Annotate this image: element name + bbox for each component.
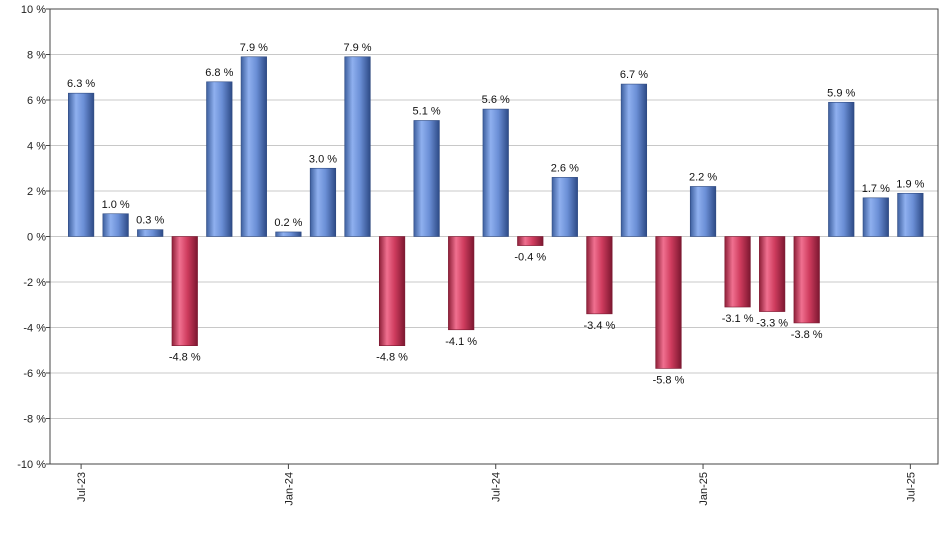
y-tick-label: -4 % (23, 323, 46, 335)
data-label: -4.1 % (445, 336, 477, 348)
bar (309, 167, 337, 237)
data-label: 5.9 % (827, 87, 855, 99)
x-axis: Jul-23 Jan-24 Jul-24 Jan-25 Jul-25 (76, 464, 917, 506)
data-label: 2.6 % (551, 162, 579, 174)
data-label: 5.6 % (482, 94, 510, 106)
data-label: 6.7 % (620, 69, 648, 81)
bar (413, 120, 440, 237)
y-tick-label: -8 % (23, 414, 46, 426)
data-label: 3.0 % (309, 153, 337, 165)
bar (655, 236, 682, 369)
data-label: 1.9 % (896, 178, 924, 190)
bar (344, 56, 371, 237)
bar (240, 56, 267, 237)
data-label: 6.3 % (67, 78, 95, 90)
bar (620, 83, 648, 237)
data-labels: 6.3 % 1.0 % 0.3 % -4.8 % 6.8 % 7.9 % 0.2 % 3.0 … (67, 42, 925, 387)
bar (793, 236, 820, 324)
bar (482, 108, 509, 237)
y-tick-label: 8 % (27, 50, 46, 62)
data-label: 1.7 % (862, 183, 890, 195)
bar (828, 101, 855, 237)
bar (897, 192, 924, 237)
bar (206, 81, 233, 237)
data-label: -3.3 % (756, 318, 788, 330)
plot-frame (49, 8, 939, 465)
data-label: 7.9 % (240, 42, 268, 54)
bar (68, 92, 95, 237)
x-tick-label: Jul-25 (905, 472, 917, 502)
y-tick-label: 2 % (27, 186, 46, 198)
bars (68, 56, 924, 369)
data-label: 6.8 % (205, 67, 233, 79)
x-tick-label: Jan-24 (283, 472, 295, 506)
bar (275, 231, 302, 237)
x-tick-label: Jan-25 (698, 472, 710, 506)
bar (448, 236, 475, 331)
data-label: 5.1 % (413, 105, 441, 117)
bar (689, 186, 717, 237)
data-label: 0.3 % (136, 215, 164, 227)
data-label: -4.8 % (169, 352, 201, 364)
data-label: -5.8 % (653, 374, 685, 386)
bar (551, 177, 578, 237)
y-tick-label: 10 % (21, 4, 46, 16)
data-label: -4.8 % (376, 352, 408, 364)
x-tick-label: Jul-24 (491, 472, 503, 502)
y-tick-label: 6 % (27, 95, 46, 107)
bar (862, 197, 889, 237)
bar (171, 236, 198, 346)
y-axis: -10 % -8 % -6 % -4 % -2 % 0 % 2 % 4 % 6 % 8 % 10 % (17, 4, 50, 471)
data-label: -3.1 % (722, 313, 754, 325)
data-label: -0.4 % (514, 252, 546, 264)
bar (724, 236, 751, 308)
y-tick-label: -6 % (23, 368, 46, 380)
data-label: 0.2 % (274, 217, 302, 229)
data-label: -3.4 % (583, 320, 615, 332)
bar (102, 213, 129, 237)
y-tick-label: -2 % (23, 277, 46, 289)
data-label: 7.9 % (343, 42, 371, 54)
y-tick-label: -10 % (17, 459, 46, 471)
bar (586, 236, 613, 315)
data-label: 1.0 % (102, 199, 130, 211)
bar (137, 229, 164, 237)
x-tick-label: Jul-23 (76, 472, 88, 502)
bar (517, 236, 544, 246)
y-tick-label: 0 % (27, 232, 46, 244)
data-label: 2.2 % (689, 171, 717, 183)
data-label: -3.8 % (791, 329, 823, 341)
bar (378, 236, 406, 346)
y-tick-label: 4 % (27, 141, 46, 153)
bar (759, 236, 786, 312)
